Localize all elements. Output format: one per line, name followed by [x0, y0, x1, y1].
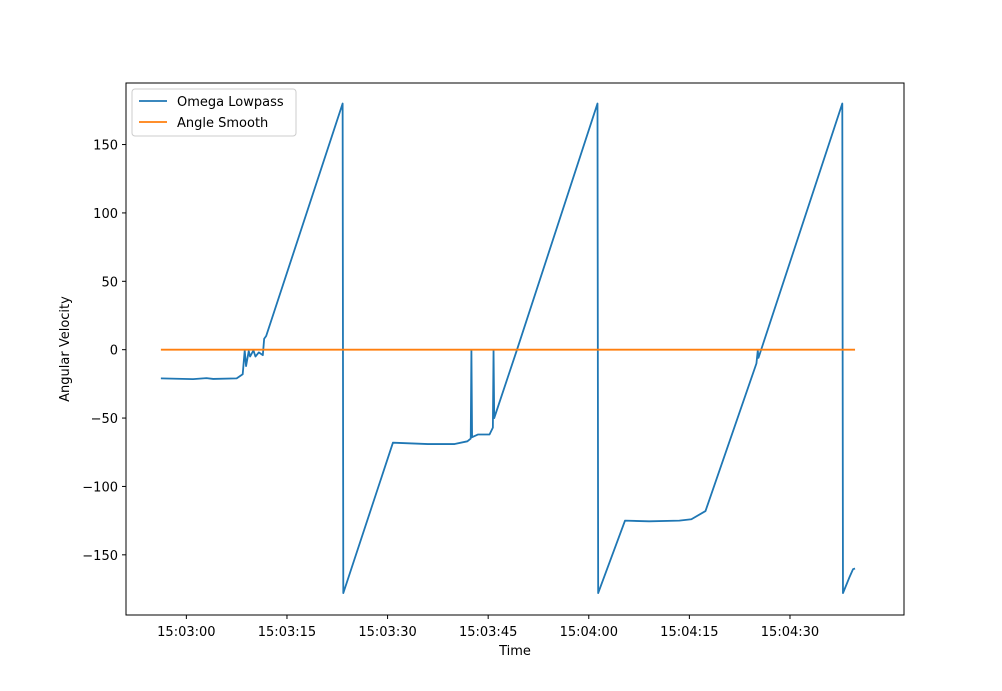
- y-tick-label: −100: [82, 480, 118, 495]
- legend: Omega Lowpass Angle Smooth: [131, 88, 297, 137]
- y-tick-label: −150: [82, 549, 118, 564]
- x-tick-label: 15:03:30: [358, 625, 416, 640]
- y-axis-label: Angular Velocity: [58, 296, 73, 402]
- y-tick-label: 150: [93, 139, 118, 154]
- series-line-omega-lowpass: [160, 102, 856, 595]
- legend-label-omega-lowpass: Omega Lowpass: [177, 95, 284, 110]
- legend-box: [131, 88, 297, 137]
- x-tick-label: 15:04:00: [560, 625, 618, 640]
- y-tick-label: 100: [93, 207, 118, 222]
- x-axis-label: Time: [498, 644, 531, 659]
- plot-frame: [125, 82, 905, 616]
- series-layer: [160, 102, 856, 595]
- y-tick-label: −50: [91, 412, 118, 427]
- x-axis-ticks: 15:03:00 15:03:15 15:03:30 15:03:45 15:04:00…: [157, 615, 819, 640]
- y-tick-label: 0: [110, 344, 118, 359]
- x-tick-label: 15:03:15: [258, 625, 316, 640]
- x-tick-label: 15:04:15: [660, 625, 718, 640]
- legend-label-angle-smooth: Angle Smooth: [177, 116, 268, 131]
- y-tick-label: 50: [101, 275, 118, 290]
- x-tick-label: 15:04:30: [761, 625, 819, 640]
- x-tick-label: 15:03:00: [157, 625, 215, 640]
- y-axis-ticks: −150 −100 −50 0 50 100 150: [82, 139, 126, 564]
- x-tick-label: 15:03:45: [459, 625, 517, 640]
